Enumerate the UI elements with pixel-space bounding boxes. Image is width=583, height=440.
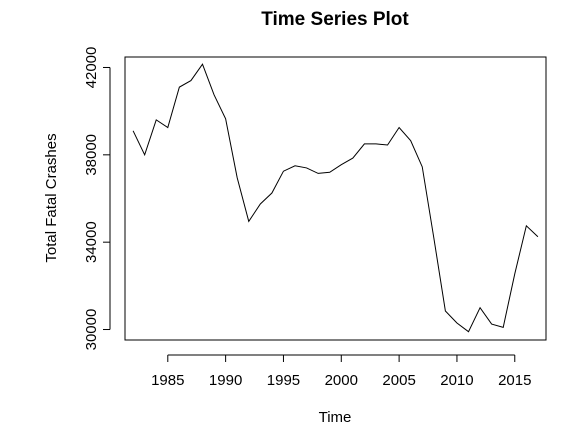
x-tick-label: 2010 [440,372,473,389]
chart-title: Time Series Plot [261,9,409,30]
y-tick-label: 34000 [83,221,100,263]
x-axis: 1985 1990 1995 2000 2005 2010 2015 [151,354,531,389]
y-axis: 30000 34000 38000 42000 [83,47,111,351]
x-tick-label: 1995 [267,372,300,389]
x-tick-label: 1990 [209,372,242,389]
x-tick-label: 2005 [382,372,415,389]
x-tick-label: 1985 [151,372,184,389]
series-line [132,63,539,333]
y-axis-label: Total Fatal Crashes [43,133,60,262]
y-tick-label: 38000 [83,134,100,176]
x-axis-label: Time [319,409,352,426]
plot-frame [124,56,547,341]
y-tick-label: 42000 [83,47,100,89]
y-tick-label: 30000 [83,309,100,351]
x-tick-label: 2000 [325,372,358,389]
x-tick-label: 2015 [498,372,531,389]
